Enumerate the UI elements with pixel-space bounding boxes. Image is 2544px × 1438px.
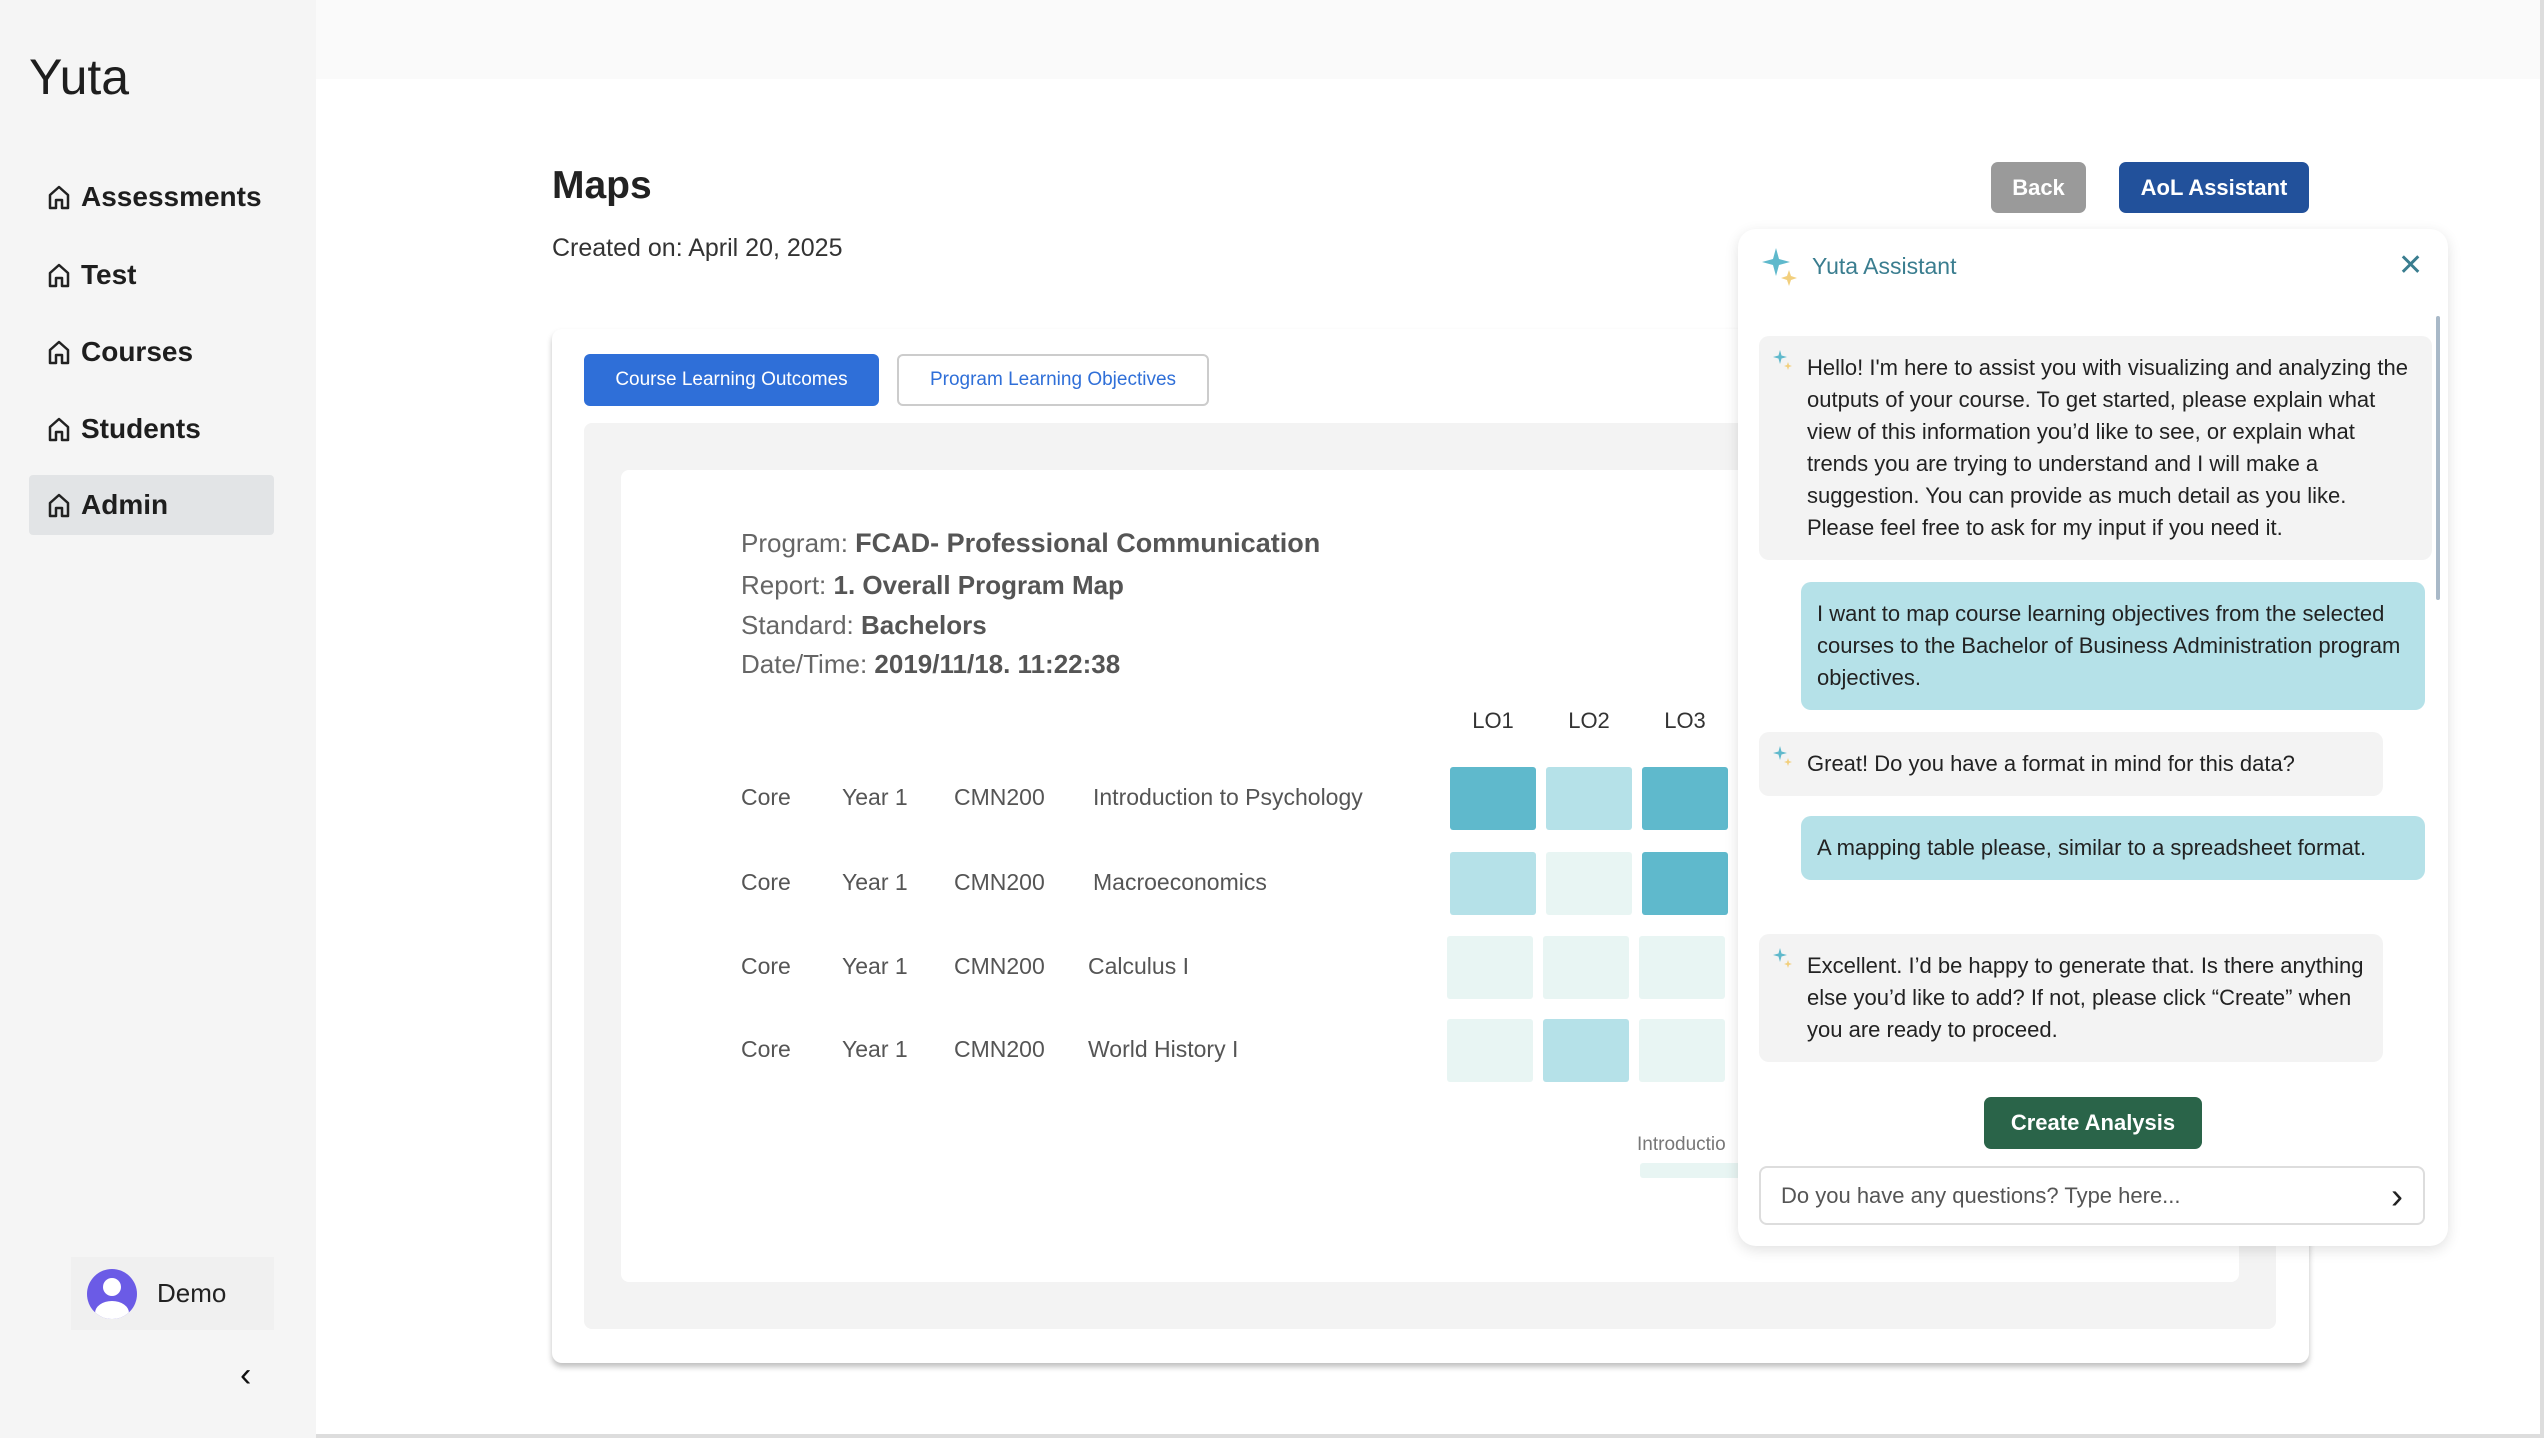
sidebar xyxy=(0,0,316,1438)
legend-bar xyxy=(1640,1163,1760,1178)
assistant-message: Hello! I'm here to assist you with visua… xyxy=(1759,336,2432,560)
home-icon xyxy=(48,417,70,442)
sidebar-item-admin[interactable]: Admin xyxy=(29,475,274,535)
report-info: Report: 1. Overall Program Map xyxy=(741,570,1124,600)
column-header: LO2 xyxy=(1568,708,1610,733)
column-header: LO1 xyxy=(1472,708,1514,733)
legend-label: Introductio xyxy=(1637,1134,1726,1155)
row-code: CMN200 xyxy=(954,869,1045,895)
map-cell[interactable] xyxy=(1447,1019,1533,1082)
back-button[interactable]: Back xyxy=(1991,162,2086,213)
row-type: Core xyxy=(741,953,791,979)
map-cell[interactable] xyxy=(1642,767,1728,830)
row-course: Calculus I xyxy=(1088,953,1189,979)
row-type: Core xyxy=(741,1036,791,1062)
datetime-info: Date/Time: 2019/11/18. 11:22:38 xyxy=(741,649,1121,679)
sidebar-item-assessments[interactable]: Assessments xyxy=(29,167,274,227)
sparkle-icon xyxy=(1762,248,1797,286)
user-message: A mapping table please, similar to a spr… xyxy=(1801,816,2425,880)
sidebar-item-test[interactable]: Test xyxy=(29,245,274,305)
tab-program-learning-objectives[interactable]: Program Learning Objectives xyxy=(897,354,1209,406)
sparkle-icon xyxy=(1773,948,1792,968)
user-name: Demo xyxy=(157,1278,227,1308)
message-text: I want to map course learning objectives… xyxy=(1817,601,2401,690)
user-profile[interactable]: Demo xyxy=(71,1257,274,1330)
row-course: Macroeconomics xyxy=(1093,869,1267,895)
map-cell[interactable] xyxy=(1450,767,1536,830)
close-icon[interactable]: ✕ xyxy=(2398,249,2424,282)
home-icon xyxy=(48,263,70,288)
sidebar-item-courses[interactable]: Courses xyxy=(29,322,274,382)
message-text: Hello! I'm here to assist you with visua… xyxy=(1807,355,2408,540)
row-year: Year 1 xyxy=(842,869,908,895)
sparkle-icon xyxy=(1773,350,1792,370)
message-text: Great! Do you have a format in mind for … xyxy=(1807,751,2295,776)
sidebar-item-label: Courses xyxy=(81,336,194,367)
chat-input[interactable]: Do you have any questions? Type here... … xyxy=(1759,1166,2425,1225)
assistant-message: Great! Do you have a format in mind for … xyxy=(1759,732,2383,796)
sparkle-icon xyxy=(1773,746,1792,766)
sidebar-item-students[interactable]: Students xyxy=(29,399,274,459)
row-year: Year 1 xyxy=(842,784,908,810)
collapse-sidebar-chevron-left-icon[interactable]: ‹ xyxy=(240,1356,252,1394)
message-text: A mapping table please, similar to a spr… xyxy=(1817,835,2367,860)
window-border-bottom xyxy=(316,1434,2544,1438)
aol-assistant-button[interactable]: AoL Assistant xyxy=(2119,162,2309,213)
row-type: Core xyxy=(741,869,791,895)
map-cell[interactable] xyxy=(1450,852,1536,915)
row-year: Year 1 xyxy=(842,1036,908,1062)
sidebar-item-label: Test xyxy=(81,259,137,290)
column-header: LO3 xyxy=(1664,708,1706,733)
sidebar-item-label: Assessments xyxy=(81,181,262,212)
map-cell[interactable] xyxy=(1447,936,1533,999)
page-title: Maps xyxy=(552,164,652,207)
map-cell[interactable] xyxy=(1642,852,1728,915)
window-border xyxy=(2540,0,2544,1438)
row-code: CMN200 xyxy=(954,953,1045,979)
row-year: Year 1 xyxy=(842,953,908,979)
app-logo: Yuta xyxy=(29,49,130,105)
create-analysis-button[interactable]: Create Analysis xyxy=(1984,1097,2202,1149)
avatar-icon xyxy=(87,1268,137,1319)
user-message: I want to map course learning objectives… xyxy=(1801,582,2425,710)
send-chevron-right-icon[interactable]: › xyxy=(2391,1174,2403,1216)
map-cell[interactable] xyxy=(1639,936,1725,999)
sidebar-item-label: Admin xyxy=(81,489,169,520)
map-cell[interactable] xyxy=(1543,1019,1629,1082)
home-icon xyxy=(48,340,70,365)
created-date: Created on: April 20, 2025 xyxy=(552,234,843,262)
home-icon xyxy=(48,493,70,518)
map-cell[interactable] xyxy=(1546,767,1632,830)
map-cell[interactable] xyxy=(1543,936,1629,999)
row-code: CMN200 xyxy=(954,784,1045,810)
standard-info: Standard: Bachelors xyxy=(741,610,987,640)
row-type: Core xyxy=(741,784,791,810)
map-cell[interactable] xyxy=(1546,852,1632,915)
tab-course-learning-outcomes[interactable]: Course Learning Outcomes xyxy=(584,354,879,406)
chat-scrollbar[interactable] xyxy=(2436,316,2440,600)
row-code: CMN200 xyxy=(954,1036,1045,1062)
sidebar-item-label: Students xyxy=(81,413,201,444)
assistant-title: Yuta Assistant xyxy=(1812,253,1957,279)
assistant-message: Excellent. I’d be happy to generate that… xyxy=(1759,934,2383,1062)
chat-input-placeholder: Do you have any questions? Type here... xyxy=(1781,1182,2181,1208)
row-course: Introduction to Psychology xyxy=(1093,784,1363,810)
program-info: Program: FCAD- Professional Communicatio… xyxy=(741,528,1321,558)
row-course: World History I xyxy=(1088,1036,1239,1062)
home-icon xyxy=(48,185,70,210)
message-text: Excellent. I’d be happy to generate that… xyxy=(1807,953,2364,1042)
top-bar xyxy=(316,0,2544,79)
map-cell[interactable] xyxy=(1639,1019,1725,1082)
